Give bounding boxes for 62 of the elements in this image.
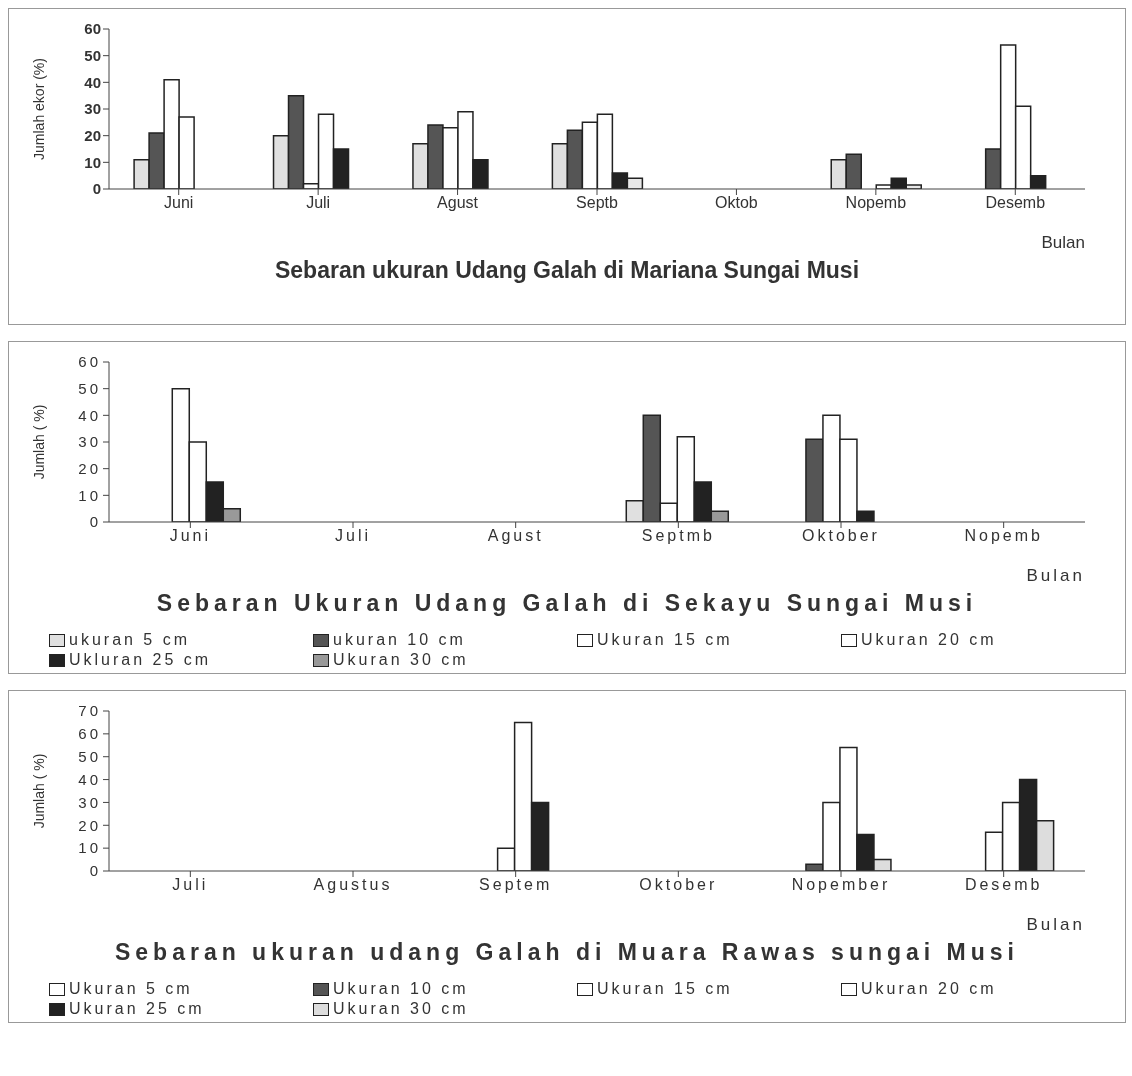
y-tick-label: 40 (78, 406, 101, 424)
y-tick-label: 30 (78, 433, 101, 451)
legend-label: Ukuran 30 cm (333, 651, 469, 669)
y-tick-label: 50 (84, 46, 101, 64)
x-axis-title: Bulan (1026, 915, 1085, 935)
y-tick-label: 60 (78, 725, 101, 743)
y-axis-title: Jumlah ( %) (30, 404, 47, 480)
x-tick-label: Septmb (641, 527, 715, 545)
x-tick-label: Nopemb (845, 194, 907, 212)
legend-label: Ukuran 10 cm (333, 980, 469, 998)
text: Sebaran Ukuran Udang Galah di Sekayu Sungai Musi (155, 590, 979, 617)
x-tick-label: Oktober (802, 527, 880, 545)
legend-label: Ukuran 15 cm (597, 980, 733, 998)
legend-label: Ukuran 30 cm (333, 1000, 469, 1018)
y-tick-label: 30 (78, 793, 101, 811)
y-tick-label: 10 (78, 486, 101, 504)
y-tick-label: 10 (78, 839, 101, 857)
y-tick-label: 50 (78, 748, 101, 766)
x-tick-label: Nopember (791, 876, 891, 894)
x-axis-title: Bulan (1026, 566, 1085, 586)
legend-label: Ukuran 5 cm (69, 980, 193, 998)
legend-label: ukuran 5 cm (69, 631, 191, 649)
legend-label: ukuran 10 cm (333, 631, 466, 649)
y-tick-label: 60 (84, 20, 101, 38)
x-axis-title: Bulan (1041, 233, 1085, 253)
x-tick-label: Juni (169, 527, 212, 545)
y-tick-label: 70 (78, 702, 101, 720)
y-tick-label: 30 (84, 100, 101, 118)
x-tick-label: Agustus (313, 876, 393, 894)
x-tick-label: Oktob (715, 194, 758, 212)
legend-label: Ukuran 20 cm (861, 631, 997, 649)
y-axis-title: Jumlah ekor (%) (30, 58, 47, 160)
y-tick-label: 40 (84, 73, 101, 91)
y-tick-label: 20 (78, 816, 101, 834)
x-tick-label: Septb (576, 194, 619, 212)
y-tick-label: 20 (78, 459, 101, 477)
x-tick-label: Juli (172, 876, 209, 894)
x-tick-label: Desemb (985, 194, 1046, 212)
y-tick-label: 0 (92, 180, 101, 198)
x-tick-label: Desemb (964, 876, 1043, 894)
y-tick-label: 10 (84, 153, 101, 171)
legend-label: Ukuran 20 cm (861, 980, 997, 998)
y-axis-title: Jumlah ( %) (30, 753, 47, 829)
legend-label: Ukluran 25 cm (69, 651, 212, 669)
x-tick-label: Septem (479, 876, 553, 894)
y-tick-label: 60 (78, 353, 101, 371)
x-tick-label: Oktober (639, 876, 718, 894)
x-tick-label: Nopemb (964, 527, 1043, 545)
y-tick-label: 0 (89, 513, 101, 531)
x-tick-label: Juni (164, 194, 194, 212)
y-tick-label: 50 (78, 379, 101, 397)
legend-label: Ukuran 15 cm (597, 631, 733, 649)
text: Sebaran ukuran Udang Galah di Mariana Sungai Musi (273, 257, 861, 284)
text: Sebaran ukuran udang Galah di Muara Rawas sungai Musi (113, 939, 1020, 966)
x-tick-label: Agust (487, 527, 544, 545)
y-tick-label: 0 (89, 862, 101, 880)
x-tick-label: Agust (437, 194, 479, 212)
y-tick-label: 20 (84, 126, 101, 144)
y-tick-label: 40 (78, 770, 101, 788)
x-tick-label: Juli (334, 527, 372, 545)
x-tick-label: Juli (306, 194, 331, 212)
legend-label: Ukuran 25 cm (69, 1000, 205, 1018)
